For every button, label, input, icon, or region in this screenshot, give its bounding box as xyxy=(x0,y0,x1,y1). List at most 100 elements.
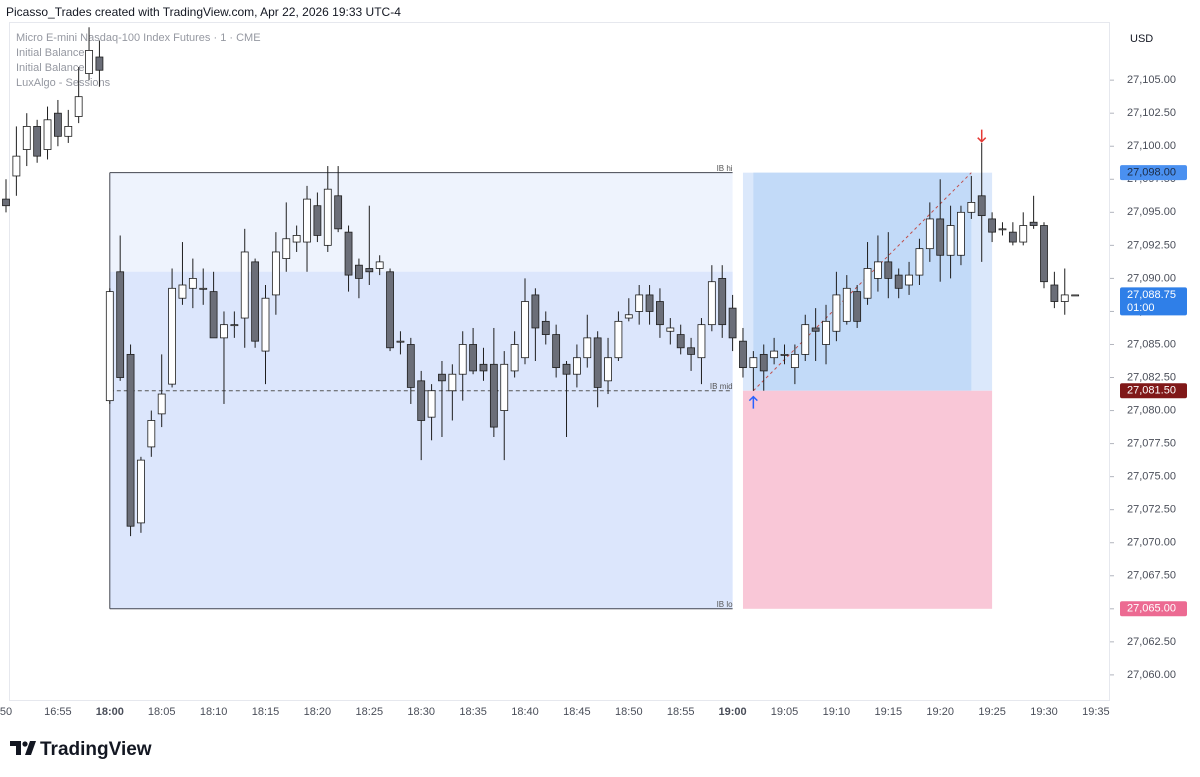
y-tick-label: 27,082.50 xyxy=(1127,371,1176,383)
candle-body xyxy=(1019,225,1028,243)
legend-entry: Micro E-mini Nasdaq-100 Index Futures · … xyxy=(16,32,261,44)
candle-body xyxy=(209,291,218,339)
candle-body xyxy=(240,251,249,319)
candle-body xyxy=(998,228,1007,231)
candle-body xyxy=(863,268,872,299)
y-tick-label: 27,075.00 xyxy=(1127,471,1176,483)
y-tick-label: 27,080.00 xyxy=(1127,404,1176,416)
candle-body xyxy=(396,340,405,343)
candle-body xyxy=(406,344,415,388)
candle-body xyxy=(811,327,820,332)
candle-body xyxy=(790,353,799,369)
logo-part xyxy=(10,741,21,755)
x-tick-label: 19:35 xyxy=(1082,706,1110,718)
candle-body xyxy=(562,363,571,375)
candle-body xyxy=(832,294,841,332)
candle-body xyxy=(251,261,260,342)
y-tick-label: 27,070.00 xyxy=(1127,537,1176,549)
logo-part xyxy=(22,741,28,747)
candle-body xyxy=(85,50,93,74)
header: Picasso_Trades created with TradingView.… xyxy=(6,5,401,19)
candle-body xyxy=(884,261,893,279)
candle-body xyxy=(323,188,332,246)
candle-body xyxy=(12,155,21,177)
y-tick-label: 27,060.00 xyxy=(1127,669,1176,681)
y-tick-label: 27,085.00 xyxy=(1127,338,1176,350)
candle-body xyxy=(842,287,851,322)
x-tick-label: 19:10 xyxy=(823,706,851,718)
price-label-box xyxy=(1120,165,1187,181)
candle-body xyxy=(894,274,903,289)
logo-part xyxy=(25,741,36,755)
candle-body xyxy=(874,261,882,279)
level-label: IB hi xyxy=(717,164,733,173)
candle-body xyxy=(905,274,913,286)
candle-body xyxy=(220,324,228,339)
candle-body xyxy=(74,96,83,117)
y-tick-label: 27,077.50 xyxy=(1127,438,1176,450)
candle-body xyxy=(988,218,996,233)
candle-body xyxy=(303,198,311,243)
candle-body xyxy=(500,363,509,411)
candle-body xyxy=(739,340,747,369)
brand-logo xyxy=(10,741,36,755)
candle-body xyxy=(749,357,758,369)
x-tick-label: 18:40 xyxy=(511,706,539,718)
candle-body xyxy=(489,363,498,428)
x-tick-label: 19:30 xyxy=(1030,706,1058,718)
candle-body xyxy=(1050,284,1059,302)
candle-body xyxy=(178,284,187,299)
candle-body xyxy=(469,344,478,372)
candle-body xyxy=(271,251,280,296)
signal-arrow xyxy=(977,129,987,143)
candle-body xyxy=(188,277,197,289)
candle-body xyxy=(967,202,976,213)
price-label: 27,088.75 xyxy=(1127,289,1176,301)
price-label-box xyxy=(1120,383,1187,399)
x-tick-label: 18:15 xyxy=(252,706,280,718)
candle-body xyxy=(718,277,727,326)
candle-body xyxy=(417,380,426,421)
price-label: 27,065.00 xyxy=(1127,603,1176,615)
candle-body xyxy=(1071,294,1080,297)
x-tick-label: 19:15 xyxy=(875,706,903,718)
candle-body xyxy=(1040,225,1048,283)
candle-body xyxy=(22,126,31,150)
candle-body xyxy=(137,459,145,524)
candle-body xyxy=(593,337,602,388)
x-tick-label: 19:00 xyxy=(719,706,747,718)
x-tick-label: 50 xyxy=(0,706,12,718)
candle-body xyxy=(95,56,104,71)
candle-body xyxy=(510,344,519,372)
candle-body xyxy=(780,353,789,356)
candle-body xyxy=(43,119,52,150)
candle-body xyxy=(666,327,675,332)
x-tick-label: 18:10 xyxy=(200,706,228,718)
price-label-box xyxy=(1120,601,1187,617)
candle-body xyxy=(853,291,862,322)
x-tick-label: 18:35 xyxy=(459,706,487,718)
candle-body xyxy=(531,294,540,329)
candle-body xyxy=(915,248,924,276)
candle-body xyxy=(552,334,561,369)
candle-body xyxy=(282,238,291,259)
candle-body xyxy=(676,334,685,349)
candle-body xyxy=(645,294,654,312)
legend-entry: LuxAlgo - Sessions xyxy=(16,77,111,89)
y-tick-label: 27,102.50 xyxy=(1127,107,1176,119)
candle-body xyxy=(936,218,945,256)
candle-body xyxy=(925,218,934,250)
candle-body xyxy=(479,363,488,372)
box xyxy=(742,390,993,609)
candle-body xyxy=(230,324,239,327)
candle-body xyxy=(386,271,394,349)
candle-body xyxy=(614,320,623,359)
candle-body xyxy=(822,320,830,345)
y-tick-label: 27,072.50 xyxy=(1127,504,1176,516)
price-label-box xyxy=(1120,287,1187,316)
candle-body xyxy=(116,271,125,378)
price-label: 27,098.00 xyxy=(1127,167,1176,179)
candle-body xyxy=(261,297,270,352)
candle-body xyxy=(355,264,363,279)
currency: USD xyxy=(1130,33,1153,45)
